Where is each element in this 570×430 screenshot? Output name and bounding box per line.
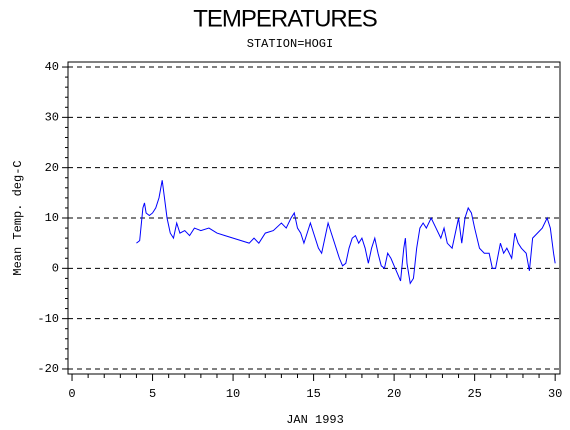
chart-title: TEMPERATURES: [193, 5, 377, 32]
x-tick-label: 25: [467, 387, 481, 401]
chart-subtitle: STATION=HOGI: [247, 37, 333, 51]
x-tick-label: 0: [68, 387, 75, 401]
x-tick-label: 10: [226, 387, 240, 401]
y-tick-label: -10: [37, 312, 59, 326]
y-axis-label: Mean Temp. deg-C: [11, 160, 25, 275]
data-line: [136, 180, 556, 285]
x-tick-label: 30: [548, 387, 562, 401]
y-tick-label: 0: [52, 261, 59, 275]
y-tick-label: -20: [37, 362, 59, 376]
y-tick-label: 30: [45, 111, 59, 125]
x-axis-label: JAN 1993: [286, 413, 344, 427]
x-tick-label: 5: [149, 387, 156, 401]
x-tick-label: 20: [387, 387, 401, 401]
y-tick-label: 40: [45, 60, 59, 74]
y-tick-label: 10: [45, 211, 59, 225]
y-tick-label: 20: [45, 161, 59, 175]
x-tick-label: 15: [306, 387, 320, 401]
